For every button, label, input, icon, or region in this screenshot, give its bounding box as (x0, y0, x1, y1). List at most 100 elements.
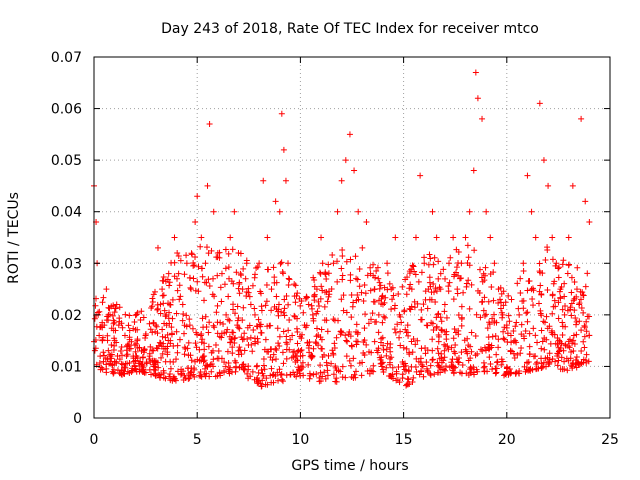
data-point (429, 208, 436, 215)
data-point (376, 285, 383, 292)
data-point (425, 286, 432, 293)
data-point (161, 320, 168, 327)
data-point (313, 286, 320, 293)
data-point (247, 334, 254, 341)
data-point (451, 271, 458, 278)
data-point (344, 338, 351, 345)
data-point (408, 338, 415, 345)
data-point (441, 308, 448, 315)
data-point (442, 275, 449, 282)
data-point (150, 291, 157, 298)
data-point (235, 249, 242, 256)
data-point (212, 341, 219, 348)
data-point (282, 177, 289, 184)
data-point (206, 121, 213, 128)
data-point (312, 339, 319, 346)
data-point (104, 356, 111, 363)
data-point (218, 298, 225, 305)
data-point (361, 337, 368, 344)
data-point (518, 331, 525, 338)
data-point (192, 253, 199, 260)
data-point (154, 306, 161, 313)
data-point (573, 318, 580, 325)
data-point (271, 279, 278, 286)
data-point (262, 336, 269, 343)
data-point (375, 329, 382, 336)
data-point (578, 115, 585, 122)
data-point (326, 291, 333, 298)
data-point (473, 366, 480, 373)
data-point (339, 252, 346, 259)
data-point (231, 208, 238, 215)
data-point (245, 375, 252, 382)
y-tick-label: 0 (73, 411, 82, 427)
data-point (394, 321, 401, 328)
data-point (226, 275, 233, 282)
data-point (526, 330, 533, 337)
data-point (500, 288, 507, 295)
data-point (287, 336, 294, 343)
data-point (412, 341, 419, 348)
data-point (126, 327, 133, 334)
data-point (406, 268, 413, 275)
data-point (395, 363, 402, 370)
data-point (483, 311, 490, 318)
data-point (457, 369, 464, 376)
data-point (317, 295, 324, 302)
data-point (387, 348, 394, 355)
data-point (117, 347, 124, 354)
data-point (422, 296, 429, 303)
data-point (437, 270, 444, 277)
data-point (388, 306, 395, 313)
data-point (113, 301, 120, 308)
data-point (379, 301, 386, 308)
data-point (392, 329, 399, 336)
data-point (581, 322, 588, 329)
data-point (283, 333, 290, 340)
data-point (114, 352, 121, 359)
data-point (260, 362, 267, 369)
data-point (110, 347, 117, 354)
data-point (582, 283, 589, 290)
data-point (361, 281, 368, 288)
data-point (124, 351, 131, 358)
data-point (367, 287, 374, 294)
data-point (435, 258, 442, 265)
data-point (387, 372, 394, 379)
data-point (264, 266, 271, 273)
data-point (227, 234, 234, 241)
data-point (276, 343, 283, 350)
data-point (333, 367, 340, 374)
data-point (285, 301, 292, 308)
data-point (354, 276, 361, 283)
data-point (435, 362, 442, 369)
data-point (435, 369, 442, 376)
data-point (343, 353, 350, 360)
data-point (339, 246, 346, 253)
grid-lines (94, 57, 610, 418)
data-point (187, 372, 194, 379)
data-point (410, 374, 417, 381)
data-point (424, 305, 431, 312)
data-point (580, 292, 587, 299)
data-point (155, 364, 162, 371)
data-point (109, 361, 116, 368)
data-point (110, 317, 117, 324)
data-point (280, 360, 287, 367)
data-point (147, 326, 154, 333)
data-point (499, 311, 506, 318)
data-point (505, 292, 512, 299)
data-point (322, 270, 329, 277)
data-point (217, 319, 224, 326)
data-point (450, 296, 457, 303)
data-point (262, 302, 269, 309)
data-point (497, 305, 504, 312)
data-point (333, 334, 340, 341)
data-point (252, 338, 259, 345)
data-point (441, 328, 448, 335)
data-point (540, 359, 547, 366)
data-point (524, 359, 531, 366)
data-point (167, 337, 174, 344)
data-point (377, 339, 384, 346)
data-point (158, 354, 165, 361)
